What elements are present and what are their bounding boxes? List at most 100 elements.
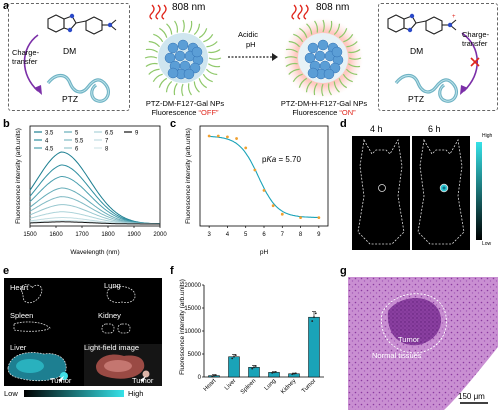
organ-liver-label: Liver (10, 343, 26, 352)
chart-f-bar-spleen (249, 367, 260, 377)
histology-image (348, 277, 498, 410)
chart-f-ytick-label: 0 (198, 375, 202, 381)
chart-c-xtick-label: 3 (207, 232, 211, 238)
chart-b-legend-label: 8 (105, 147, 109, 153)
chart-c-xtick-label: 5 (244, 232, 248, 238)
chart-f-data-point (233, 356, 235, 358)
organ-kidney-label: Kidney (98, 311, 121, 320)
chart-c-point (317, 216, 320, 219)
chart-f-ytick-label: 5000 (188, 352, 202, 358)
np-core-particle (168, 43, 178, 53)
colorbar-d-low: Low (482, 241, 491, 247)
protonation-plus: + (452, 14, 456, 20)
chart-b-legend-label: 3.5 (45, 131, 54, 137)
np-off-caption: PTZ-DM-F127-Gal NPs Fluorescence “OFF” (130, 99, 240, 117)
acidic-label: Acidic (238, 30, 258, 39)
ptz-label-left: PTZ (62, 94, 78, 104)
chart-b-xtick-label: 1500 (23, 232, 37, 238)
np-core-particle (192, 47, 202, 57)
colorbar-e-high: High (128, 389, 143, 398)
np-on-state: “ON” (339, 108, 355, 117)
pka-annotation: pKa = 5.70 (262, 155, 301, 164)
light-field-liver-highlight (104, 360, 132, 372)
np-fringe-strand (183, 20, 184, 32)
nanoparticle-off (143, 18, 223, 98)
chart-b-legend-label: 4.5 (45, 147, 54, 153)
np-fringe-strand (159, 28, 166, 37)
chart-f-bar-liver (229, 357, 240, 377)
np-fringe-strand (146, 64, 158, 67)
chart-b-legend-label: 5.5 (75, 139, 84, 145)
laser-wave-left-icon (150, 3, 172, 19)
chart-c-point (217, 135, 220, 138)
chart-f-data-point (271, 372, 273, 374)
organ-lung-label: Lung (104, 281, 121, 290)
liver-hotspot (16, 359, 44, 373)
histology-normal-label: Normal tissues (372, 351, 422, 360)
chart-f-data-point (313, 316, 315, 318)
laser-wave-right-icon (292, 3, 314, 19)
dm-label-right: DM (410, 46, 423, 56)
organ-spleen-label: Spleen (10, 311, 33, 320)
chart-c-point (299, 216, 302, 219)
chart-c-fit-line (209, 137, 319, 218)
chart-c-point (244, 147, 247, 150)
mouse-image-6h (412, 136, 470, 250)
panel-e-label: e (3, 265, 9, 277)
np-fringe-strand (167, 24, 172, 35)
tumor-label-2: Tumor (132, 376, 153, 385)
np-fringe-strand (208, 64, 220, 67)
chart-f-xtick-label: Liver (224, 378, 237, 391)
np-fringe-strand (167, 81, 172, 92)
np-fringe-strand (153, 74, 162, 81)
laser-label-left: 808 nm (172, 2, 205, 13)
colorbar-d (476, 142, 482, 240)
charge-transfer-right: Charge- transfer (462, 30, 489, 48)
charge-transfer-right-line2: transfer (462, 39, 489, 48)
chart-f-data-point (255, 365, 257, 367)
chart-f-xtick-label: Lung (264, 378, 278, 392)
chart-f-data-point (213, 375, 215, 377)
np-core-particle (184, 69, 194, 79)
np-fringe-strand (146, 49, 158, 52)
chart-c-xlabel: pH (260, 249, 269, 256)
charge-transfer-right-line1: Charge- (462, 30, 489, 39)
np-core-particle (324, 69, 334, 79)
np-off-name: PTZ-DM-F127-Gal NPs (130, 99, 240, 108)
np-fringe-strand (149, 42, 160, 47)
np-fringe-strand (209, 58, 221, 59)
mouse-image-4h (352, 136, 410, 250)
np-on-state-prefix: Fluorescence (292, 108, 339, 117)
np-core-particle (178, 40, 188, 50)
chart-b-legend-label: 5 (75, 131, 79, 137)
np-fringe-strand (203, 34, 212, 41)
np-core-particle (315, 51, 325, 61)
chart-f-xtick-label: Spleen (240, 378, 257, 395)
chart-c-point (235, 137, 238, 140)
chart-f-xtick-label: Heart (203, 378, 218, 393)
chart-c: 3 4 5 6 7 8 9 pKa = 5.70 pH Fluorescence inten… (170, 118, 335, 258)
chart-f-data-point (215, 374, 217, 376)
np-fringe-strand (194, 24, 199, 35)
chart-c-frame (200, 126, 328, 226)
np-off-state-line: Fluorescence “OFF” (130, 108, 240, 117)
chart-f-ytick-label: 20000 (184, 283, 201, 289)
np-fringe-strand (203, 74, 212, 81)
chart-c-point (281, 213, 284, 216)
chart-f-data-point (211, 375, 213, 377)
ph-label: pH (246, 40, 256, 49)
np-core-particle (332, 47, 342, 57)
tumor-label-1: Tumor (50, 376, 71, 385)
np-off-state-prefix: Fluorescence (151, 108, 198, 117)
chart-b-xtick-label: 2000 (153, 232, 167, 238)
chart-b-frame (30, 126, 160, 226)
chart-b-xlabel: Wavelength (nm) (70, 249, 119, 256)
np-core-particle (308, 68, 318, 78)
np-fringe-strand (208, 50, 220, 53)
chart-f-data-point (231, 357, 233, 359)
colorbar-e-low: Low (4, 389, 18, 398)
np-fringe-strand (174, 83, 177, 95)
chart-c-xtick-label: 6 (262, 232, 266, 238)
pka-italic: Ka (266, 155, 276, 164)
